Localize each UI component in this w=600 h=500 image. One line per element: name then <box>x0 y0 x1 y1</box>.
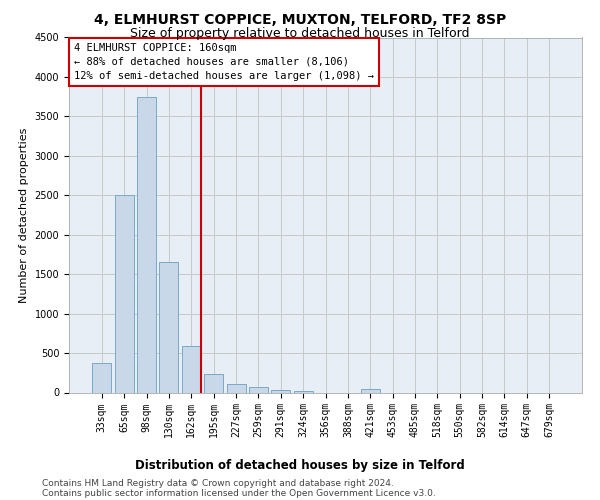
Bar <box>271 390 290 392</box>
Bar <box>361 388 380 392</box>
Text: Size of property relative to detached houses in Telford: Size of property relative to detached ho… <box>130 28 470 40</box>
Bar <box>115 196 134 392</box>
Bar <box>227 384 245 392</box>
Bar <box>92 364 112 392</box>
Bar <box>137 96 156 393</box>
Bar <box>204 374 223 392</box>
Y-axis label: Number of detached properties: Number of detached properties <box>19 128 29 302</box>
Text: 4 ELMHURST COPPICE: 160sqm
← 88% of detached houses are smaller (8,106)
12% of s: 4 ELMHURST COPPICE: 160sqm ← 88% of deta… <box>74 43 374 81</box>
Text: Distribution of detached houses by size in Telford: Distribution of detached houses by size … <box>135 458 465 471</box>
Bar <box>160 262 178 392</box>
Text: 4, ELMHURST COPPICE, MUXTON, TELFORD, TF2 8SP: 4, ELMHURST COPPICE, MUXTON, TELFORD, TF… <box>94 12 506 26</box>
Text: Contains public sector information licensed under the Open Government Licence v3: Contains public sector information licen… <box>42 488 436 498</box>
Bar <box>293 390 313 392</box>
Bar <box>249 388 268 392</box>
Bar <box>182 346 201 393</box>
Text: Contains HM Land Registry data © Crown copyright and database right 2024.: Contains HM Land Registry data © Crown c… <box>42 478 394 488</box>
